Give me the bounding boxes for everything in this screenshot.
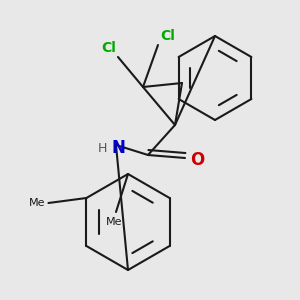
Text: Cl: Cl (101, 41, 116, 55)
Text: H: H (97, 142, 107, 154)
Text: Me: Me (29, 198, 45, 208)
Text: N: N (111, 139, 125, 157)
Text: Cl: Cl (160, 29, 175, 43)
Text: O: O (190, 151, 204, 169)
Text: Me: Me (106, 217, 122, 227)
